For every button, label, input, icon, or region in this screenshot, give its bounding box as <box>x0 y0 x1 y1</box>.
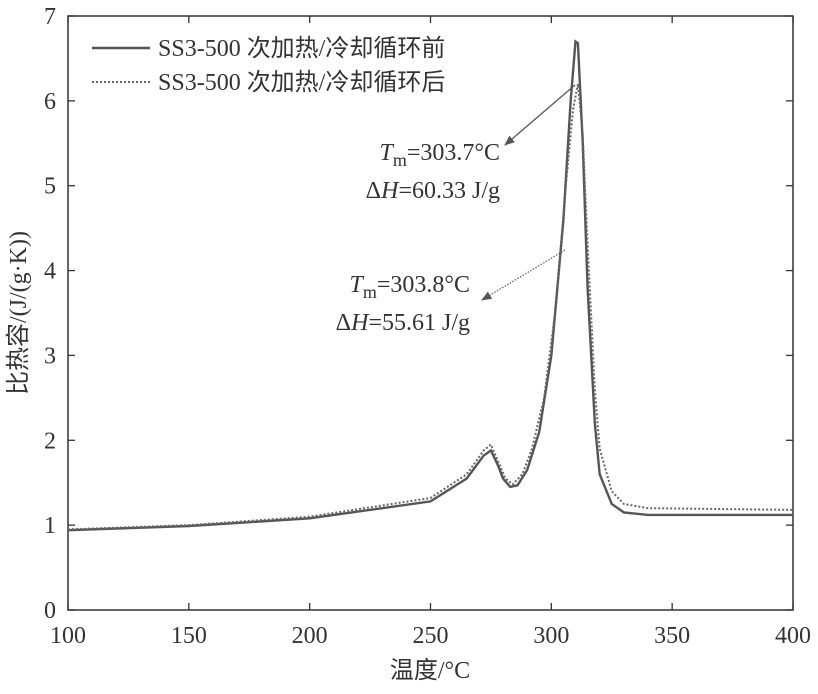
annotation: ΔH=60.33 J/g <box>366 178 500 204</box>
annotation-subscript: m <box>363 282 377 302</box>
x-tick-label: 300 <box>533 623 569 649</box>
x-tick-label: 150 <box>171 623 207 649</box>
x-tick-label: 350 <box>654 623 690 649</box>
y-tick-label: 1 <box>44 513 56 539</box>
y-tick-label: 5 <box>44 174 56 200</box>
annotation: ΔH=55.61 J/g <box>336 310 470 336</box>
annotation-symbol: T <box>379 140 394 166</box>
annotation: Tm=303.8°C <box>349 272 470 302</box>
annotation-subscript: m <box>393 150 407 170</box>
annotation-value: =303.7°C <box>407 140 500 166</box>
data-line <box>67 39 793 532</box>
legend-label: SS3-500 次加热/冷却循环前 <box>158 35 445 62</box>
x-tick-label: 400 <box>775 623 811 649</box>
annotation-symbol: Δ <box>336 310 351 336</box>
annotation-value: =55.61 J/g <box>368 310 470 336</box>
annotation-value: =303.8°C <box>377 272 470 298</box>
y-tick-label: 2 <box>44 428 56 454</box>
annotation-value: =60.33 J/g <box>398 178 500 204</box>
y-tick-label: 0 <box>44 598 56 624</box>
x-axis-label: 温度/°C <box>390 657 470 684</box>
y-tick-label: 3 <box>44 343 56 369</box>
y-tick-label: 7 <box>44 4 56 30</box>
y-axis-label: 比热容/(J/(g·K)) <box>5 231 32 395</box>
annotation-arrow <box>504 84 576 146</box>
x-tick-label: 250 <box>413 623 449 649</box>
y-tick-label: 6 <box>44 89 56 115</box>
annotation-arrow <box>481 249 566 301</box>
x-tick-label: 100 <box>50 623 86 649</box>
legend-label: SS3-500 次加热/冷却循环后 <box>158 69 445 96</box>
annotation-symbol: T <box>349 272 364 298</box>
annotation: Tm=303.7°C <box>379 140 500 170</box>
x-tick-label: 200 <box>292 623 328 649</box>
y-tick-label: 4 <box>44 259 56 285</box>
annotation-symbol: H <box>380 178 400 204</box>
annotation-symbol: Δ <box>366 178 381 204</box>
annotation-symbol: H <box>350 310 370 336</box>
